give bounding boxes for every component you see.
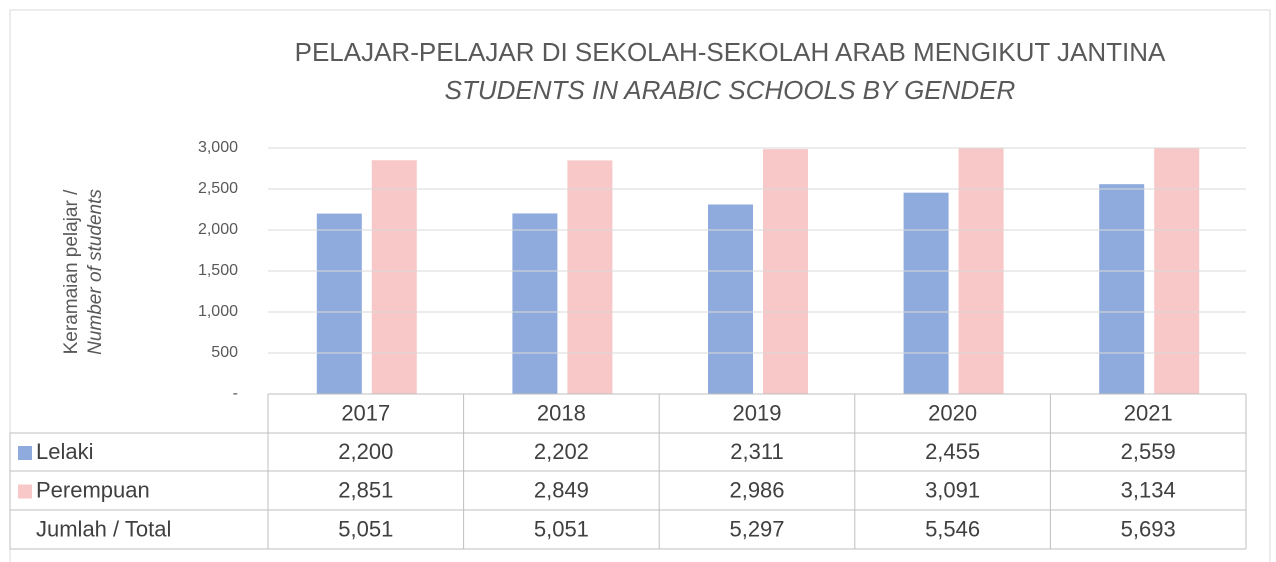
table-value: 2,455 — [925, 439, 980, 464]
table-value: 2,202 — [534, 439, 589, 464]
table-value: 2,851 — [338, 477, 393, 502]
bar — [958, 148, 1004, 394]
legend-swatch — [18, 484, 32, 499]
table-total: 5,051 — [534, 516, 589, 541]
bar — [316, 213, 362, 394]
chart-border — [9, 9, 1271, 562]
legend-label: Lelaki — [36, 439, 93, 464]
chart-title: PELAJAR-PELAJAR DI SEKOLAH-SEKOLAH ARAB … — [295, 37, 1166, 67]
table-total: 5,051 — [338, 516, 393, 541]
y-tick-label: 500 — [211, 344, 238, 361]
x-tick-label: 2020 — [928, 400, 977, 425]
y-tick-label: 2,000 — [198, 221, 238, 238]
table-value: 2,311 — [730, 439, 783, 464]
bar — [763, 149, 808, 394]
bar — [903, 192, 949, 394]
plot-area — [316, 148, 1200, 394]
table-value: 2,849 — [534, 477, 589, 502]
chart-subtitle: STUDENTS IN ARABIC SCHOOLS BY GENDER — [445, 75, 1016, 105]
x-tick-label: 2018 — [537, 400, 586, 425]
bar — [567, 160, 613, 394]
y-axis-title-en: Number of students — [85, 189, 106, 355]
y-tick-label: 3,000 — [198, 139, 238, 156]
x-tick-label: 2017 — [341, 400, 390, 425]
y-tick-label: 2,500 — [198, 180, 238, 197]
y-tick-label: 1,000 — [198, 303, 238, 320]
y-tick-label: - — [233, 385, 238, 402]
table-total: 5,693 — [1121, 516, 1176, 541]
table-total: 5,546 — [925, 516, 980, 541]
legend-label: Perempuan — [36, 477, 150, 502]
x-tick-label: 2019 — [733, 400, 782, 425]
bar — [1154, 148, 1200, 394]
bar — [371, 160, 417, 394]
table-value: 2,559 — [1121, 439, 1176, 464]
table-value: 3,091 — [925, 477, 980, 502]
x-tick-label: 2021 — [1124, 400, 1173, 425]
bar — [708, 204, 753, 394]
total-label: Jumlah / Total — [36, 516, 171, 541]
y-tick-label: 1,500 — [198, 262, 238, 279]
table-value: 2,986 — [729, 477, 784, 502]
legend-swatch — [18, 446, 32, 460]
table-value: 3,134 — [1121, 477, 1176, 502]
y-axis-title: Keramaian pelajar / — [61, 189, 82, 354]
bar — [1099, 184, 1145, 394]
table-total: 5,297 — [729, 516, 784, 541]
table-value: 2,200 — [338, 439, 393, 464]
bar — [512, 213, 558, 394]
